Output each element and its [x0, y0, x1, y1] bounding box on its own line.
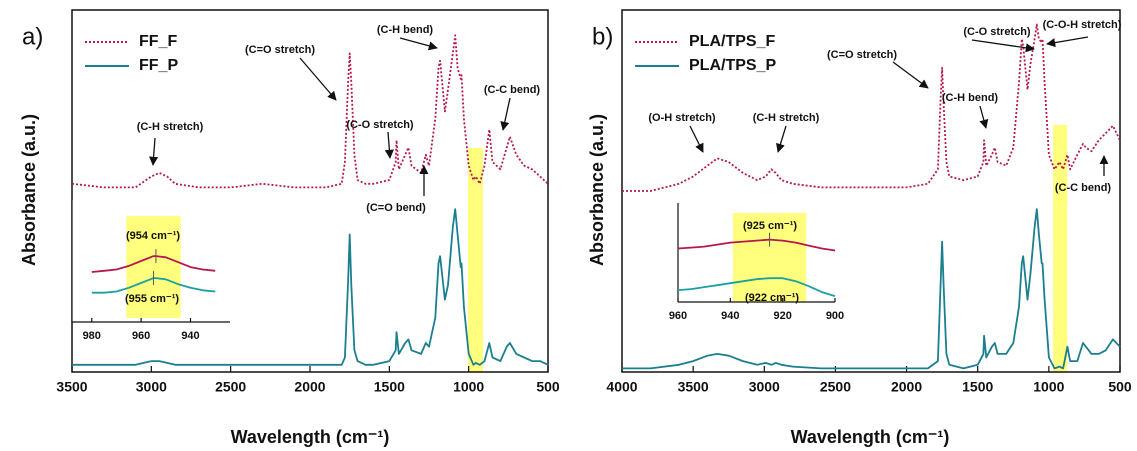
x-tick-label: 500	[536, 379, 560, 395]
annotation-arrow	[500, 97, 511, 131]
x-tick-label: 3500	[678, 379, 709, 395]
x-tick-label: 2500	[215, 379, 246, 395]
annotation: (954 cm⁻¹)	[126, 230, 180, 242]
annotation-arrow	[399, 37, 438, 51]
annotation: (925 cm⁻¹)	[743, 220, 797, 232]
x-tick-label: 940	[181, 330, 199, 342]
panel-label: a)	[22, 23, 43, 50]
x-tick-label: 1500	[374, 379, 405, 395]
x-axis-label: Wavelength (cm⁻¹)	[791, 427, 950, 447]
x-tick-label: 1000	[453, 379, 484, 395]
annotation: (C-H stretch)	[137, 121, 204, 133]
x-axis-label: Wavelength (cm⁻¹)	[231, 427, 390, 447]
spectrum-line	[72, 208, 549, 366]
legend-label: FF_F	[139, 33, 177, 50]
x-tick-label: 4000	[606, 379, 637, 395]
annotation: (C-O stretch)	[963, 26, 1031, 38]
legend-label: FF_P	[139, 57, 178, 74]
annotation: (O-H stretch)	[648, 112, 716, 124]
legend-label: PLA/TPS_F	[689, 33, 775, 50]
annotation: (C-H bend)	[377, 24, 434, 36]
x-tick-label: 920	[773, 310, 791, 322]
annotation-arrow	[776, 125, 787, 153]
x-tick-label: 1000	[1033, 379, 1064, 395]
annotation-arrow	[892, 61, 929, 89]
y-axis-label: Absorbance (a.u.)	[587, 114, 607, 266]
spectrum-line	[91, 277, 216, 294]
spectrum-line	[91, 255, 216, 273]
x-tick-label: 1500	[962, 379, 993, 395]
annotation-arrow	[971, 39, 1035, 53]
spectrum-line	[622, 23, 1121, 192]
highlight-band	[467, 148, 483, 372]
annotation: (955 cm⁻¹)	[125, 293, 179, 305]
annotation-arrow	[149, 137, 159, 166]
annotation-arrow	[689, 125, 704, 153]
annotation-arrow	[384, 131, 394, 159]
annotation-arrow	[1046, 36, 1089, 48]
spectrum-line	[622, 208, 1121, 370]
x-tick-label: 960	[132, 330, 150, 342]
x-tick-label: 900	[826, 310, 844, 322]
legend-label: PLA/TPS_P	[689, 57, 776, 74]
annotation: (922 cm⁻¹)	[745, 292, 799, 304]
x-tick-label: 2000	[891, 379, 922, 395]
x-tick-label: 980	[83, 330, 101, 342]
x-tick-label: 960	[669, 310, 687, 322]
annotation: (C-O stretch)	[346, 119, 414, 131]
panel-label: b)	[592, 23, 613, 50]
highlight-band	[126, 216, 181, 318]
x-tick-label: 3000	[136, 379, 167, 395]
highlight-band	[1053, 125, 1068, 372]
annotation: (C-H bend)	[942, 92, 999, 104]
x-tick-label: 3500	[56, 379, 87, 395]
annotation: (C-H stretch)	[753, 112, 820, 124]
annotation-arrow	[299, 57, 337, 101]
annotation: (C-C bend)	[484, 84, 541, 96]
x-tick-label: 3000	[749, 379, 780, 395]
x-tick-label: 500	[1108, 379, 1132, 395]
annotation: (C-O-H stretch)	[1043, 19, 1122, 31]
x-tick-label: 940	[721, 310, 739, 322]
y-axis-label: Absorbance (a.u.)	[19, 114, 39, 266]
annotation: (C=O stretch)	[245, 44, 315, 56]
annotation: (C=O stretch)	[827, 49, 897, 61]
x-tick-label: 2500	[820, 379, 851, 395]
annotation: (C-C bend)	[1055, 182, 1112, 194]
spectrum-line	[677, 277, 836, 297]
annotation-arrow	[979, 105, 989, 129]
annotation: (C=O bend)	[366, 202, 426, 214]
x-tick-label: 2000	[294, 379, 325, 395]
highlight-band	[732, 213, 807, 302]
spectrum-line	[677, 238, 836, 252]
